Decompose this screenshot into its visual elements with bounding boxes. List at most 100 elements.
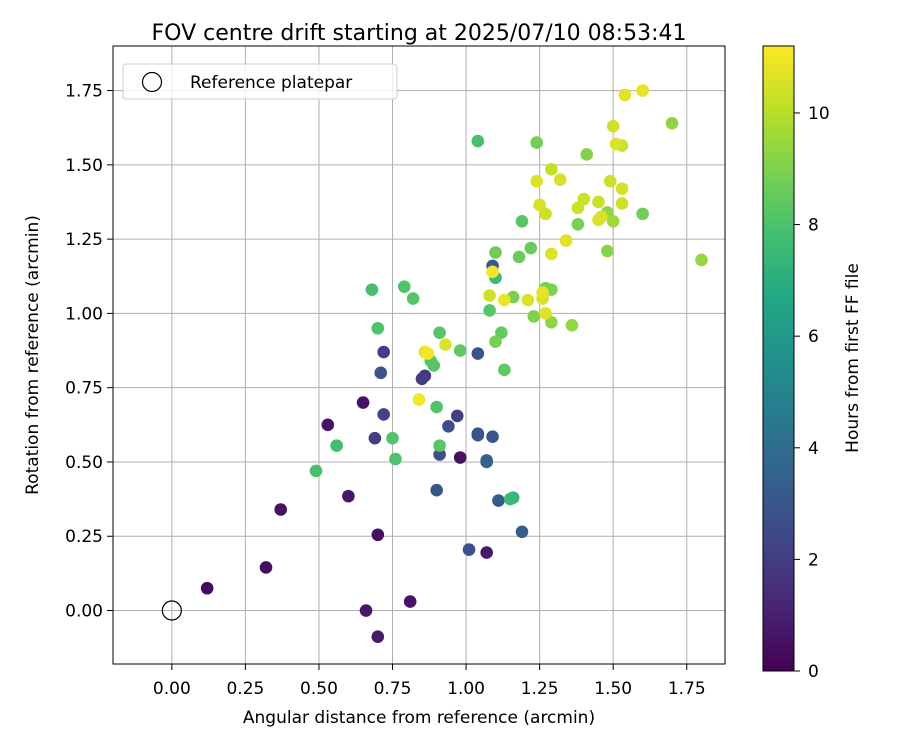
legend-box bbox=[122, 63, 398, 100]
data-point bbox=[498, 293, 511, 307]
data-point bbox=[536, 286, 549, 299]
data-point bbox=[386, 431, 399, 445]
data-point bbox=[453, 451, 467, 464]
data-point bbox=[450, 409, 464, 423]
data-point bbox=[430, 483, 443, 497]
data-point bbox=[503, 492, 517, 506]
data-point bbox=[483, 289, 496, 302]
data-point bbox=[530, 136, 543, 149]
data-point bbox=[321, 418, 335, 432]
y-axis-ticks: 0.00 0.25 0.50 0.75 1.00 1.25 1.50 1.75 bbox=[65, 82, 113, 622]
data-point bbox=[371, 630, 385, 643]
data-point bbox=[606, 119, 620, 133]
data-point bbox=[530, 174, 543, 188]
colorbar-ticks: 0 2 4 6 8 10 bbox=[794, 104, 830, 682]
y-tick-label: 0.25 bbox=[65, 527, 103, 547]
data-point bbox=[606, 214, 620, 228]
data-point bbox=[636, 84, 649, 97]
data-point bbox=[580, 148, 594, 161]
data-point bbox=[415, 372, 429, 386]
data-point bbox=[471, 347, 485, 360]
data-point bbox=[430, 400, 443, 414]
data-point bbox=[330, 439, 343, 452]
data-point bbox=[480, 455, 493, 469]
data-point bbox=[533, 198, 546, 212]
y-tick-label: 1.50 bbox=[65, 156, 103, 176]
data-point bbox=[365, 283, 379, 296]
data-point bbox=[495, 326, 508, 340]
data-point bbox=[489, 246, 502, 259]
data-point bbox=[412, 393, 426, 406]
x-tick-label: 0.75 bbox=[374, 679, 412, 699]
x-axis-label: Angular distance from reference (arcmin) bbox=[243, 708, 595, 728]
data-point bbox=[665, 116, 679, 130]
data-point bbox=[259, 561, 273, 574]
data-point bbox=[545, 163, 558, 176]
data-point bbox=[615, 197, 629, 210]
data-point bbox=[489, 335, 502, 348]
data-point bbox=[483, 304, 496, 317]
data-point bbox=[492, 494, 505, 507]
data-point bbox=[453, 344, 467, 357]
data-point bbox=[609, 137, 623, 151]
data-point bbox=[498, 363, 511, 377]
data-point bbox=[571, 201, 585, 215]
data-point bbox=[442, 420, 455, 433]
data-point bbox=[512, 250, 526, 264]
data-point bbox=[421, 347, 435, 360]
data-point bbox=[471, 134, 485, 148]
data-point bbox=[486, 265, 499, 279]
data-point bbox=[553, 173, 567, 187]
y-axis-label: Rotation from reference (arcmin) bbox=[23, 215, 43, 495]
data-point bbox=[433, 448, 446, 461]
data-point bbox=[527, 310, 541, 323]
colorbar-tick-label: 4 bbox=[808, 439, 819, 459]
data-point bbox=[521, 293, 535, 307]
colorbar-label: Hours from first FF file bbox=[843, 263, 863, 453]
x-tick-label: 1.25 bbox=[521, 679, 559, 699]
reference-marker-layer bbox=[161, 600, 182, 621]
y-tick-label: 1.00 bbox=[65, 304, 103, 324]
chart-title: FOV centre drift starting at 2025/07/10 … bbox=[152, 21, 687, 46]
data-point bbox=[545, 316, 558, 329]
data-point bbox=[618, 88, 632, 102]
data-point bbox=[433, 326, 446, 340]
data-point bbox=[368, 431, 382, 445]
data-point bbox=[565, 318, 579, 332]
data-point bbox=[545, 247, 558, 261]
reference-marker bbox=[161, 600, 182, 621]
data-point bbox=[356, 396, 370, 409]
grid-lines bbox=[113, 46, 725, 664]
data-point bbox=[389, 452, 402, 466]
x-tick-label: 1.75 bbox=[668, 679, 706, 699]
data-points bbox=[200, 84, 708, 643]
colorbar-tick-label: 8 bbox=[808, 216, 819, 236]
y-tick-label: 0.50 bbox=[65, 453, 103, 473]
legend-label: Reference platepar bbox=[190, 73, 352, 93]
data-point bbox=[636, 207, 649, 221]
data-point bbox=[524, 241, 538, 255]
data-point bbox=[406, 292, 420, 305]
x-tick-label: 0.00 bbox=[153, 679, 191, 699]
y-tick-label: 0.00 bbox=[65, 602, 103, 622]
data-point bbox=[274, 503, 288, 516]
colorbar bbox=[762, 45, 795, 672]
data-point bbox=[559, 234, 573, 247]
data-point bbox=[515, 214, 529, 228]
plot-frame bbox=[112, 45, 726, 665]
x-tick-label: 0.25 bbox=[226, 679, 264, 699]
data-point bbox=[309, 464, 323, 478]
data-point bbox=[695, 253, 708, 267]
x-tick-label: 1.00 bbox=[447, 679, 485, 699]
y-tick-label: 0.75 bbox=[65, 379, 103, 399]
x-axis-ticks: 0.00 0.25 0.50 0.75 1.00 1.25 1.50 1.75 bbox=[153, 664, 706, 699]
colorbar-tick-label: 0 bbox=[808, 662, 819, 682]
data-point bbox=[377, 408, 390, 421]
data-point bbox=[359, 604, 373, 617]
data-point bbox=[480, 546, 493, 559]
data-point bbox=[371, 528, 385, 542]
y-tick-label: 1.75 bbox=[65, 82, 103, 102]
data-point bbox=[539, 307, 552, 320]
data-point bbox=[592, 213, 605, 227]
